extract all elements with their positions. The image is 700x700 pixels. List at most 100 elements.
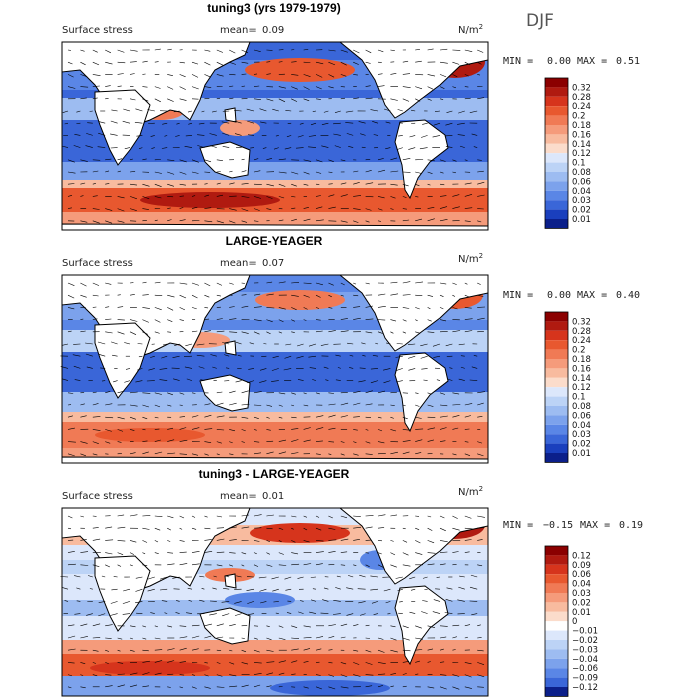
wind-arrow [390,331,394,334]
colorbar-swatch [545,349,568,359]
wind-arrow [92,649,99,652]
wind-arrow [154,294,163,296]
wind-arrow [402,294,411,296]
wind-arrow [278,552,284,555]
wind-arrow [415,49,420,51]
wind-arrow [445,146,453,148]
colorbar-swatch [545,564,568,575]
wind-arrow [259,368,267,371]
colorbar-tick-label: −0.12 [572,683,598,693]
colorbar-frame [544,545,569,697]
wind-arrow [365,637,371,639]
wind-arrow [360,133,366,136]
wind-arrow [315,86,322,90]
wind-arrow [377,390,386,394]
wind-arrow [439,686,447,690]
wind-arrow [167,439,175,442]
wind-arrow [142,392,151,394]
wind-arrow [427,159,435,162]
wind-arrow [452,159,457,162]
wind-arrow [179,563,188,566]
wind-arrow [229,402,237,406]
wind-arrow [337,367,341,369]
wind-arrow [229,85,234,87]
wind-arrow [92,637,101,639]
wind-arrow [117,429,124,432]
wind-arrow [328,61,336,66]
wind-arrow [259,380,267,383]
panel-2: LARGE-YEAGER Surface stress mean= 0.07 N… [60,234,640,464]
wind-arrow [88,575,93,578]
wind-arrow [198,122,205,125]
wind-arrow [340,415,348,418]
colorbar-swatch [545,453,568,463]
wind-arrow [123,108,131,112]
wind-arrow [179,636,188,639]
wind-arrow [312,588,317,590]
wind-arrow [459,145,465,148]
wind-arrow [347,342,354,345]
wind-arrow [105,403,113,406]
wind-arrow [464,307,472,309]
wind-arrow [427,686,435,689]
wind-arrow [117,637,123,640]
wind-arrow [303,294,310,298]
wind-arrow [241,684,249,688]
colorbar-tick-label: 0.32 [572,317,591,327]
wind-arrow [266,73,271,75]
wind-arrow [458,378,465,381]
wind-arrow [377,208,383,211]
wind-arrow [452,427,459,430]
colorbar-swatch [545,424,568,435]
wind-arrow [370,368,379,370]
wind-arrow [303,686,309,689]
wind-arrow [154,196,162,199]
wind-arrow [477,662,485,665]
wind-arrow [372,121,379,124]
wind-arrow [179,319,184,321]
wind-arrow [212,110,217,113]
wind-arrow [129,391,138,394]
wind-arrow [315,98,321,100]
colorbar-swatch [545,611,568,622]
wind-arrow [377,220,382,222]
wind-arrow [340,441,345,443]
colorbar-swatch [545,574,568,584]
wind-arrow [247,134,255,136]
wind-arrow [402,673,407,675]
wind-arrow [142,515,151,517]
wind-arrow [469,586,478,590]
wind-arrow [273,601,279,603]
wind-arrow [204,282,211,287]
wind-arrow [340,551,348,553]
wind-arrow [464,453,471,456]
colorbar-swatch [545,153,568,163]
wind-arrow [216,453,220,456]
wind-arrow [335,587,341,590]
wind-arrow [98,121,106,124]
wind-arrow [253,293,261,296]
wind-arrow [98,613,106,617]
wind-arrow [80,97,87,100]
wind-arrow [464,61,471,66]
wind-arrow [187,110,193,113]
wind-arrow [275,135,279,137]
wind-arrow [452,564,457,566]
wind-arrow [390,157,398,161]
wind-arrow [253,649,260,653]
wind-arrow [179,527,183,530]
wind-arrow [167,625,173,628]
wind-arrow [477,331,484,333]
wind-arrow [390,404,395,406]
wind-arrow [147,588,155,592]
wind-arrow [80,453,87,457]
wind-arrow [92,662,97,664]
wind-arrow [328,403,336,406]
wind-arrow [188,600,193,602]
wind-arrow [241,183,249,185]
wind-arrow [346,613,354,616]
wind-arrow [154,515,163,517]
wind-arrow [142,637,147,640]
wind-arrow [162,122,168,125]
wind-arrow [299,122,304,125]
